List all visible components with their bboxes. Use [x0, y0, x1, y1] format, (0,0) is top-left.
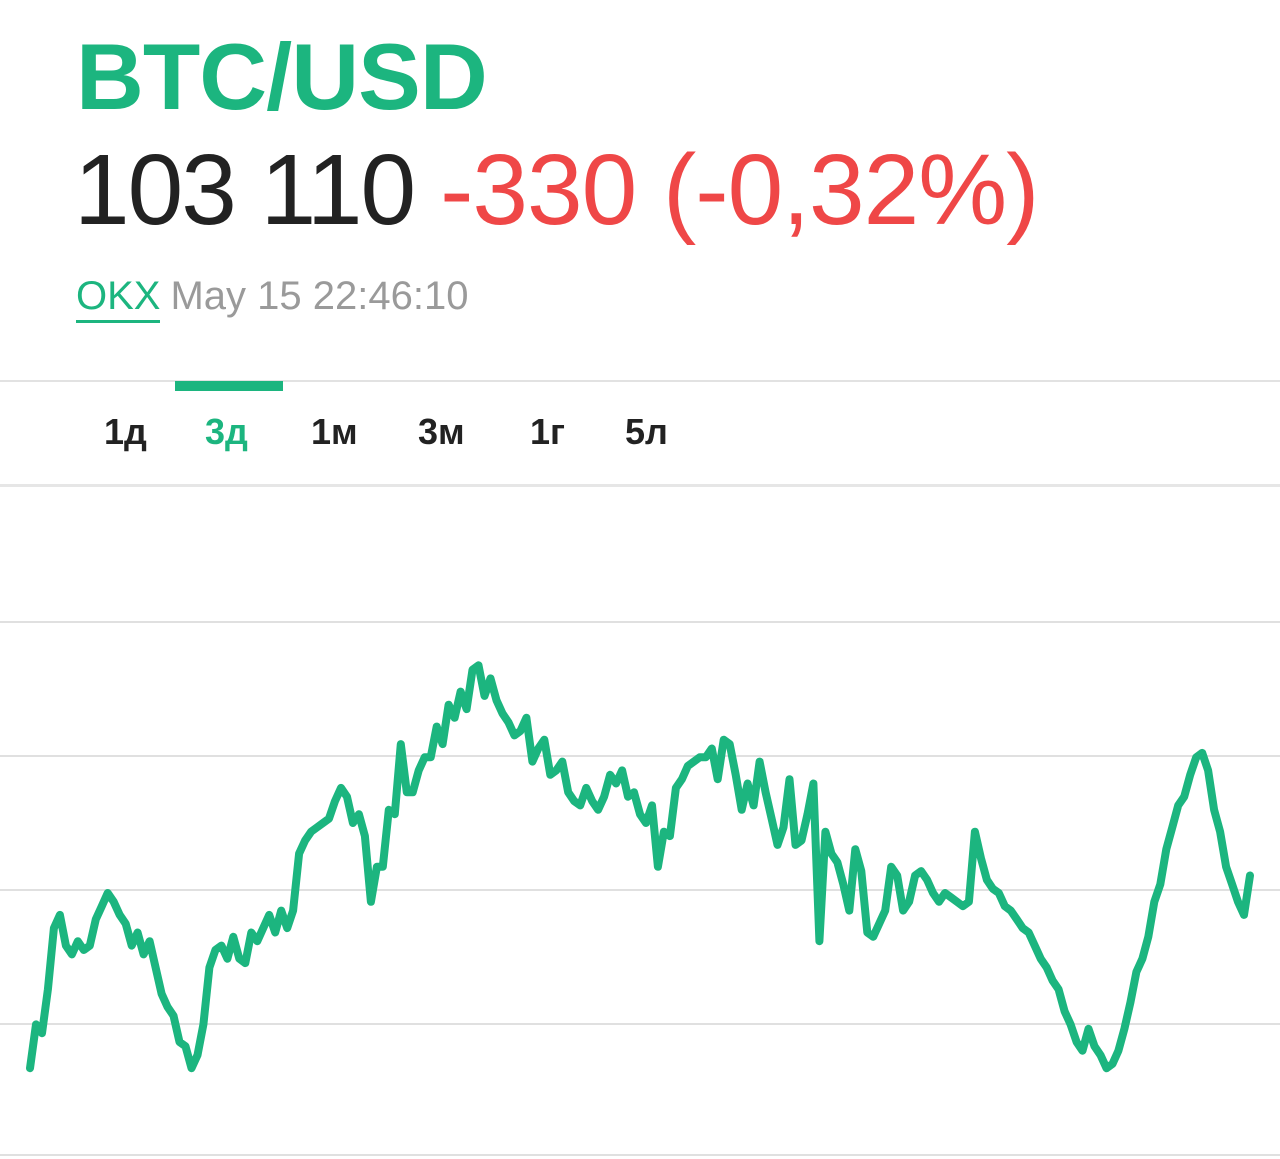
exchange-source-link[interactable]: OKX [76, 274, 161, 323]
price-row: 103 110 -330 (-0,32%) [74, 140, 1039, 240]
ticker-title: BTC/USD [76, 24, 488, 129]
tab-5y[interactable]: 5л [625, 411, 668, 452]
tabs-top-divider [0, 380, 1280, 382]
active-tab-indicator [175, 381, 283, 391]
tab-1m[interactable]: 1м [311, 411, 358, 452]
timestamp: May 15 22:46:10 [170, 274, 469, 318]
tab-3m[interactable]: 3м [418, 411, 465, 452]
price-line-series [26, 661, 1254, 1073]
tab-1y[interactable]: 1г [530, 411, 566, 452]
source-row: OKX May 15 22:46:10 [76, 274, 469, 323]
tab-3d[interactable]: 3д [205, 411, 248, 452]
price-change: -330 (-0,32%) [440, 134, 1039, 246]
price-chart[interactable] [0, 487, 1280, 1159]
tabs-bottom-divider [0, 484, 1280, 487]
current-price: 103 110 [74, 134, 416, 246]
tab-1d[interactable]: 1д [104, 411, 147, 452]
